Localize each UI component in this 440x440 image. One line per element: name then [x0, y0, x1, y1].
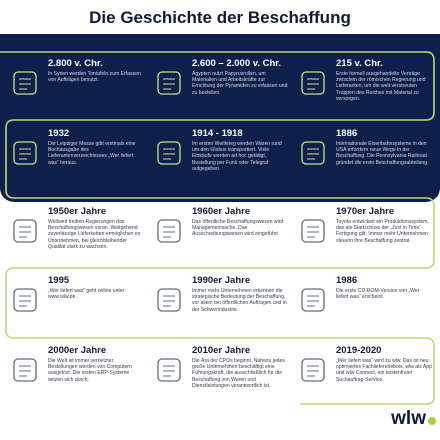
event-icon	[13, 358, 37, 382]
icon-shape	[13, 71, 37, 95]
icon-shape	[301, 141, 325, 165]
icon-shape	[157, 141, 181, 165]
event-icon	[157, 358, 181, 382]
icon-shape	[301, 358, 325, 382]
event-text: Die Ära der CPOs beginnt. Nahezu jedes g…	[192, 358, 285, 389]
event-date: 1932	[48, 128, 70, 139]
event-icon	[157, 71, 181, 95]
event-text: Toyota entwickelt ein Produktionssystem,…	[336, 219, 429, 244]
event-text: Im ersten Weltkrieg werden Waren rund um…	[192, 141, 282, 172]
event: 1970er Jahre Toyota entwickelt ein Produk…	[294, 206, 434, 272]
event-icon	[301, 288, 325, 312]
event: 1995 „Wer liefert was“ geht online unter …	[6, 275, 146, 341]
event-date: 1886	[336, 128, 358, 139]
event-text: Erste formell ausgehandelte Verträge zwi…	[336, 71, 426, 102]
event-date: 2010er Jahre	[192, 345, 251, 356]
event-text: In Syrien werden Tontafeln zum Erfassen …	[48, 71, 141, 84]
event-icon	[301, 71, 325, 95]
event-date: 215 v. Chr.	[336, 58, 383, 69]
event: 2.600 – 2.000 v. Chr. Ägypten nutzt Papyr…	[150, 58, 290, 124]
icon-shape	[301, 288, 325, 312]
event: 2019-2020 „Wer liefert was“ wird zu wlw. …	[294, 345, 434, 411]
event-icon	[13, 288, 37, 312]
event-date: 2.600 – 2.000 v. Chr.	[192, 58, 282, 69]
event-text: Internationale Eisenbahnsysteme in den U…	[336, 141, 429, 166]
event: 1960er Jahre Das öffentliche Beschaffungs…	[150, 206, 290, 272]
icon-shape	[13, 288, 37, 312]
event: 2000er Jahre Die Welt ist immer vernetzte…	[6, 345, 146, 411]
event-date: 1995	[48, 275, 70, 286]
event: 1986 Die erste CD-ROM-Version von „Wer li…	[294, 275, 434, 341]
event-icon	[301, 219, 325, 243]
event: 215 v. Chr. Erste formell ausgehandelte V…	[294, 58, 434, 124]
event-icon	[13, 219, 37, 243]
event-text: Das öffentliche Beschaffungswesen wird M…	[192, 219, 284, 238]
icon-shape	[13, 219, 37, 243]
event-icon	[157, 288, 181, 312]
event-text: Weltweit treiben Regierungen das Beschaf…	[48, 219, 141, 250]
event: 1914 - 1918 Im ersten Weltkrieg werden Wa…	[150, 128, 290, 194]
event-date: 2.800 v. Chr.	[48, 58, 103, 69]
event-date: 2019-2020	[336, 345, 382, 356]
dark-panel	[0, 34, 440, 202]
event: 1886 Internationale Eisenbahnsysteme in d…	[294, 128, 434, 194]
event: 2.800 v. Chr. In Syrien werden Tontafeln …	[6, 58, 146, 124]
event: 1932 Die Leipziger Messe gibt erstmals ei…	[6, 128, 146, 194]
event-date: 1990er Jahre	[192, 275, 251, 286]
event: 1990er Jahre Immer mehr Unternehmen erken…	[150, 275, 290, 341]
title: Die Geschichte der Beschaffung	[89, 8, 351, 27]
logo-dot	[428, 417, 436, 425]
logo: wlw	[391, 408, 426, 429]
event-icon	[157, 219, 181, 243]
event-text: Immer mehr Unternehmen erkennen die stra…	[192, 288, 287, 313]
event: 1950er Jahre Weltweit treiben Regierungen…	[6, 206, 146, 272]
event: 2010er Jahre Die Ära der CPOs beginnt. Na…	[150, 345, 290, 411]
event-icon	[157, 141, 181, 165]
event-date: 1960er Jahre	[192, 206, 251, 217]
event-date: 2000er Jahre	[48, 345, 107, 356]
icon-shape	[13, 358, 37, 382]
icon-shape	[157, 219, 181, 243]
icon-shape	[157, 358, 181, 382]
event-date: 1986	[336, 275, 358, 286]
event-date: 1950er Jahre	[48, 206, 107, 217]
event-text: „Wer liefert was“ wird zu wlw. Das ist n…	[336, 358, 432, 383]
event-text: Die Leipziger Messe gibt erstmals eine B…	[48, 141, 136, 166]
icon-shape	[301, 71, 325, 95]
icon-shape	[157, 288, 181, 312]
icon-shape	[301, 219, 325, 243]
icon-shape	[13, 141, 37, 165]
event-date: 1914 - 1918	[192, 128, 243, 139]
event-icon	[13, 71, 37, 95]
icon-shape	[157, 71, 181, 95]
event-text: Die Welt ist immer vernetzter. Bestellun…	[48, 358, 132, 383]
event-text: „Wer liefert was“ geht online unter www.…	[48, 288, 125, 301]
event-text: Ägypten nutzt Papyrusrollen, um Material…	[192, 71, 288, 96]
event-icon	[301, 358, 325, 382]
event-icon	[13, 141, 37, 165]
event-date: 1970er Jahre	[336, 206, 395, 217]
event-icon	[301, 141, 325, 165]
event-text: Die erste CD-ROM-Version von „Wer liefer…	[336, 288, 420, 301]
snake-path	[0, 51, 435, 405]
